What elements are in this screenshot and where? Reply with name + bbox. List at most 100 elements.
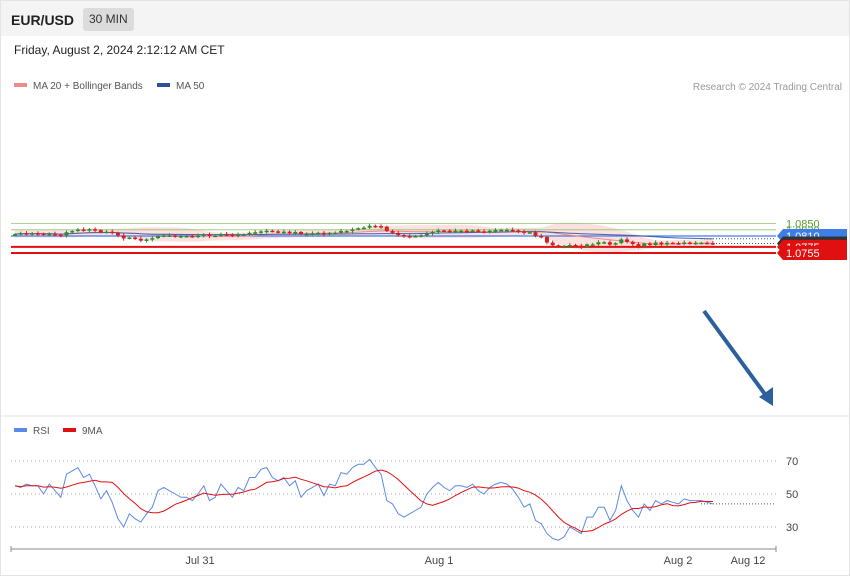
candle-body <box>705 242 710 245</box>
projection-arrow-shaft <box>702 309 769 399</box>
candle-body <box>636 244 641 247</box>
candle-body <box>127 237 132 240</box>
candle-body <box>81 229 86 231</box>
candle-body <box>304 233 309 236</box>
candle-body <box>35 233 40 235</box>
candle-body <box>659 242 664 245</box>
timeframe-badge[interactable]: 30 MIN <box>83 8 134 31</box>
candle-body <box>156 236 160 239</box>
price-tag-label: 1.0850 <box>786 219 820 231</box>
candle-body <box>419 235 424 237</box>
candle-body <box>687 242 692 245</box>
x-tick-label: Aug 1 <box>425 555 454 567</box>
candle-body <box>356 228 361 230</box>
candle-body <box>442 230 446 232</box>
candle-body <box>207 234 212 236</box>
candle-body <box>167 235 172 237</box>
projection-arrow-head-icon <box>759 387 773 406</box>
candle-body <box>93 229 98 231</box>
candle-body <box>98 230 103 233</box>
candle-body <box>161 235 166 237</box>
candle-body <box>24 233 29 235</box>
price-tag-label: 1.0755 <box>786 248 820 260</box>
candle-body <box>64 232 69 236</box>
candle-body <box>544 236 549 243</box>
candle-body <box>41 233 46 236</box>
candle-body <box>550 242 555 246</box>
candle-body <box>339 231 344 233</box>
candle-body <box>619 239 624 244</box>
candle-body <box>224 234 229 236</box>
candle-body <box>625 239 630 242</box>
candle-body <box>396 232 401 236</box>
candle-body <box>476 230 481 232</box>
credit-text: Research © 2024 Trading Central <box>692 82 842 93</box>
candle-body <box>430 231 435 234</box>
candle-body <box>453 230 458 233</box>
candle-body <box>567 244 572 247</box>
ma50-swatch-icon <box>157 83 170 88</box>
candle-body <box>30 233 35 235</box>
rsi-level-label: 50 <box>786 489 798 501</box>
candle-body <box>424 233 429 236</box>
candle-body <box>350 229 355 232</box>
candle-body <box>699 242 704 245</box>
legend-rsi-ma-label: 9MA <box>82 426 103 437</box>
candle-body <box>333 232 338 235</box>
header-bar: EUR/USD 30 MIN <box>1 1 849 36</box>
candle-body <box>533 232 538 236</box>
candle-body <box>527 232 532 234</box>
candle-body <box>281 231 286 234</box>
candle-body <box>316 232 321 235</box>
candle-body <box>464 230 469 233</box>
candle-body <box>173 235 178 237</box>
candle-body <box>87 229 92 231</box>
candle-body <box>293 231 298 234</box>
price-tag <box>777 246 847 261</box>
candle-body <box>276 231 281 233</box>
symbol-title: EUR/USD <box>11 12 75 28</box>
candle-body <box>596 242 601 245</box>
candle-body <box>58 234 63 237</box>
candle-body <box>482 231 487 233</box>
candle-body <box>613 243 618 245</box>
candle-body <box>493 230 498 232</box>
candle-body <box>653 242 658 245</box>
candle-body <box>115 232 120 236</box>
candle-body <box>47 233 52 236</box>
candle-body <box>264 230 269 233</box>
legend-ma20: MA 20 + Bollinger Bands <box>14 81 143 92</box>
candle-body <box>218 234 223 236</box>
candle-body <box>373 225 378 228</box>
candle-body <box>270 230 275 233</box>
candle-body <box>321 232 326 235</box>
candle-body <box>310 233 315 236</box>
candle-body <box>287 231 292 234</box>
candle-body <box>213 235 218 238</box>
rsi-swatch-icon <box>14 428 27 433</box>
legend-rsi-label: RSI <box>33 426 50 437</box>
rsi-level-label: 30 <box>786 522 798 534</box>
candle-body <box>70 231 75 233</box>
candle-body <box>487 230 492 233</box>
candle-body <box>710 243 715 245</box>
rsi-ma-swatch-icon <box>63 428 76 433</box>
candle-body <box>367 225 372 228</box>
candle-body <box>241 234 246 236</box>
rsi-ma-line <box>14 469 713 533</box>
candle-body <box>344 231 349 233</box>
candle-body <box>607 242 612 245</box>
candle-body <box>13 234 17 236</box>
candle-body <box>602 242 607 244</box>
candle-body <box>516 230 521 232</box>
candle-body <box>510 229 515 232</box>
candle-body <box>253 232 258 234</box>
candle-body <box>447 230 452 233</box>
candle-body <box>75 229 80 232</box>
candle-body <box>384 226 389 232</box>
candle-body <box>522 231 527 233</box>
date-label: Friday, August 2, 2024 2:12:12 AM CET <box>14 43 225 57</box>
candle-body <box>504 229 509 232</box>
legend-rsi: RSI <box>14 426 50 437</box>
